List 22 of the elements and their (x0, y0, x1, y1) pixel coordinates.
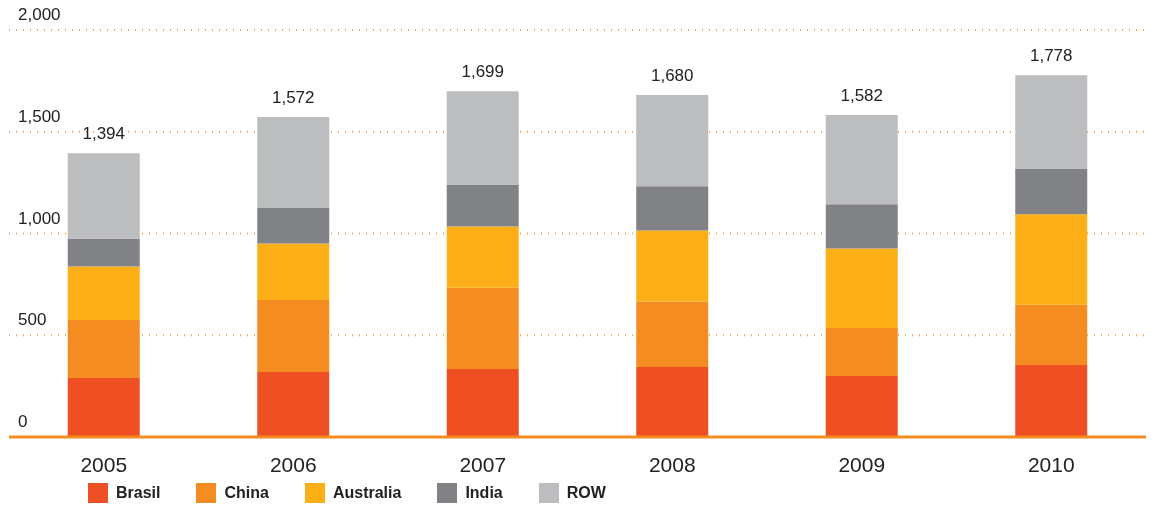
y-tick-label: 1,500 (18, 106, 61, 126)
total-label: 1,572 (271, 88, 315, 108)
legend-label: Australia (332, 484, 402, 502)
total-label: 1,582 (840, 86, 884, 106)
y-tick-label: 1,000 (18, 208, 61, 228)
total-label: 1,680 (650, 66, 694, 86)
legend-label: India (465, 484, 503, 502)
legend-label: Brasil (116, 484, 161, 502)
x-tick-label: 2008 (648, 452, 696, 476)
total-label: 1,699 (461, 62, 505, 82)
y-tick-label: 500 (18, 310, 47, 330)
total-label: 1,394 (82, 124, 126, 144)
y-tick-label: 2,000 (18, 5, 61, 24)
legend-label: China (224, 484, 269, 502)
y-tick-label: 0 (18, 412, 28, 431)
legend-label: ROW (566, 484, 606, 502)
x-tick-label: 2010 (1027, 452, 1075, 476)
x-tick-label: 2005 (80, 452, 128, 476)
total-label: 1,778 (1029, 46, 1073, 66)
x-tick-label: 2009 (838, 452, 886, 476)
x-tick-label: 2007 (459, 452, 507, 476)
x-tick-label: 2006 (269, 452, 317, 476)
